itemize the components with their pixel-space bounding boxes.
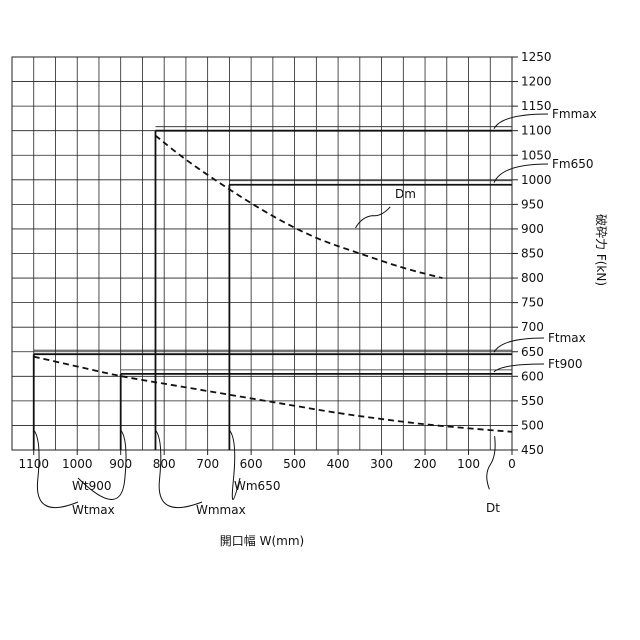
y-tick-label: 800 [521,271,544,285]
leader-line [228,429,241,500]
leader-line [493,337,545,353]
x-tick-label: 500 [283,457,306,471]
grid-layer [11,56,518,455]
y-tick-label: 550 [521,394,544,408]
vertical-label: Wtmax [72,503,115,517]
leader-line [33,429,79,509]
leader-line [493,113,549,129]
x-tick-label: 800 [153,457,176,471]
x-tick-label: 700 [196,457,219,471]
x-axis-title: 開口幅 W(mm) [220,533,304,548]
y-tick-label: 750 [521,296,544,310]
x-tick-label: 100 [457,457,480,471]
reference-lines-layer [32,126,512,450]
y-tick-label: 500 [521,418,544,432]
x-tick-label: 900 [109,457,132,471]
leader-line [493,163,549,183]
x-tick-label: 200 [414,457,437,471]
leader-line [493,363,545,373]
vertical-label: Wmmax [196,503,246,517]
y-tick-label: 650 [521,345,544,359]
leader-line [155,429,203,509]
labels-layer: 1100 1000 900 800 700 600 500 400 300 200 100 04505… [18,50,596,517]
x-tick-label: 0 [508,457,516,471]
y-tick-label: 950 [521,197,544,211]
reference-label: Ft900 [548,357,583,371]
y-tick-label: 1100 [521,124,552,138]
curve-dt [33,355,513,433]
curves-layer [33,134,513,433]
y-tick-label: 850 [521,247,544,261]
leader-line [355,206,391,229]
x-tick-label: 1000 [62,457,93,471]
y-tick-label: 1050 [521,148,552,162]
x-tick-label: 400 [327,457,350,471]
x-tick-label: 300 [370,457,393,471]
series-label-dt: Dt [486,501,500,515]
curve-dm [154,134,443,279]
y-tick-label: 1250 [521,50,552,64]
reference-label: Ftmax [548,331,586,345]
leader-line [486,436,496,490]
vertical-label: Wt900 [72,479,111,493]
reference-label: Fm650 [552,157,594,171]
vertical-label: Wm650 [234,479,280,493]
reference-label: Fmmax [552,107,597,121]
y-axis-title: 破砕力 F(kN) [594,214,609,286]
x-tick-label: 600 [240,457,263,471]
y-tick-label: 900 [521,222,544,236]
y-tick-label: 1200 [521,75,552,89]
y-tick-label: 450 [521,443,544,457]
leader-line [77,429,127,500]
y-tick-label: 700 [521,320,544,334]
x-tick-label: 1100 [18,457,49,471]
series-label-dm: Dm [395,187,416,201]
y-tick-label: 1000 [521,173,552,187]
y-tick-label: 1150 [521,99,552,113]
y-tick-label: 600 [521,369,544,383]
